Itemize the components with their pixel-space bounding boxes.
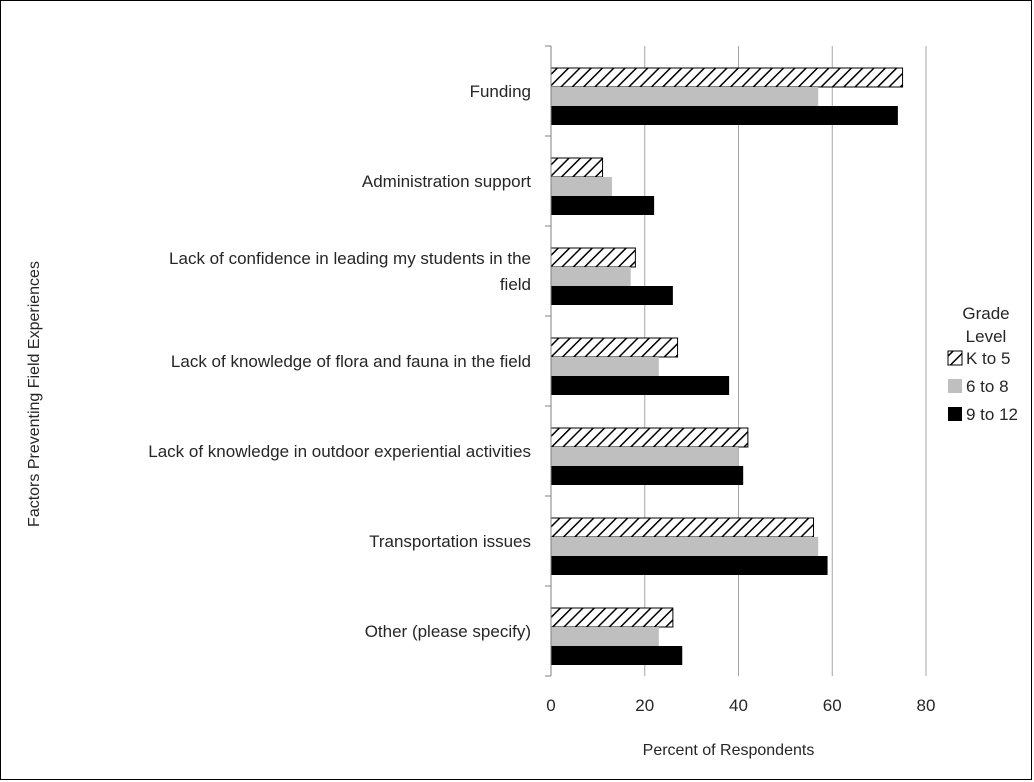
x-tick-label-0: 0 [546,696,555,715]
bar-7-series-2 [551,627,659,646]
bar-6-series-2 [551,537,819,556]
bar-4-series-3 [551,376,730,395]
bar-4-series-1 [550,337,679,358]
legend-swatch-2 [948,379,962,393]
legend-label-2: 6 to 8 [966,377,1009,396]
legend-title-line-1: Grade [962,304,1009,323]
bar-5-series-1 [550,427,749,448]
bar-7-series-3 [551,646,683,665]
legend-items: K to 5 6 to 8 9 to 12 [947,349,1018,424]
y-axis-title: Factors Preventing Field Experiences [26,261,43,527]
bar-6-series-1 [550,517,814,538]
x-tick-label-4: 80 [917,696,936,715]
bars [550,67,904,665]
legend: Grade Level K to 5 6 to 8 9 to 12 [947,304,1018,424]
bar-1-series-1 [550,67,904,88]
bar-3-series-3 [551,286,673,305]
bar-2-series-2 [551,177,612,196]
bar-5-series-2 [551,447,739,466]
gridlines [644,46,927,676]
category-label-2: Administration support [362,172,531,191]
bar-2-series-1 [550,157,604,178]
bar-7-series-1 [550,607,674,628]
legend-swatch-1 [947,350,963,366]
bar-2-series-3 [551,196,655,215]
bar-6-series-3 [551,556,828,575]
category-label-1: Funding [470,82,531,101]
category-label-7: Other (please specify) [365,622,531,641]
tick-labels: 0 20 40 60 80 [546,696,935,715]
bar-3-series-1 [550,247,636,268]
bar-5-series-3 [551,466,744,485]
category-label-6: Transportation issues [369,532,531,551]
bar-1-series-2 [551,87,819,106]
category-label-3-line-1: Lack of confidence in leading my student… [169,249,531,268]
axes [545,45,552,677]
x-tick-label-2: 40 [729,696,748,715]
x-axis-title: Percent of Respondents [643,742,815,759]
category-labels: Funding Administration support Lack of con… [148,82,531,641]
legend-label-1: K to 5 [966,349,1010,368]
legend-label-3: 9 to 12 [966,405,1018,424]
category-label-4: Lack of knowledge of flora and fauna in … [171,352,531,371]
legend-title-line-2: Level [966,327,1007,346]
category-label-3-line-2: field [500,275,531,294]
legend-swatch-3 [948,407,962,421]
bar-3-series-2 [551,267,631,286]
category-label-5: Lack of knowledge in outdoor experientia… [148,442,531,461]
x-tick-label-1: 20 [635,696,654,715]
bar-4-series-2 [551,357,659,376]
bar-1-series-3 [551,106,898,125]
x-tick-label-3: 60 [823,696,842,715]
